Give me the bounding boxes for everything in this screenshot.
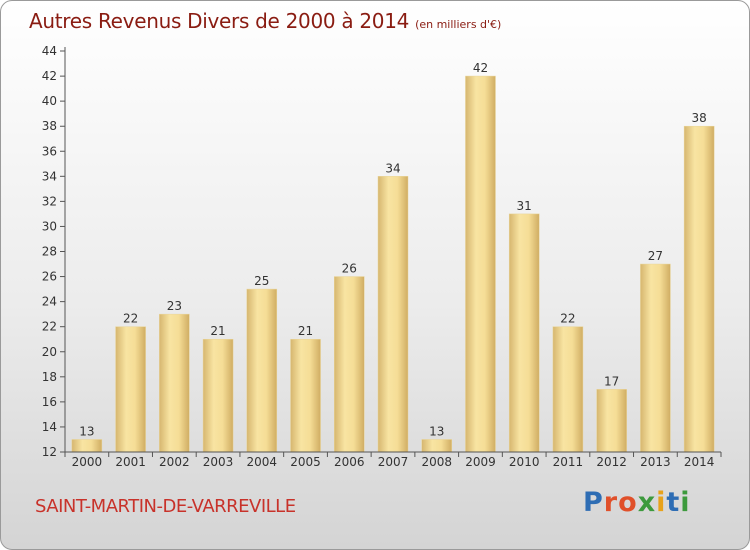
bar — [683, 125, 715, 453]
town-name: SAINT-MARTIN-DE-VARREVILLE — [35, 496, 296, 517]
bar — [290, 338, 321, 453]
logo-letter: P — [583, 487, 604, 518]
x-axis: 2000 2001 2002 2003 2004 2005 2006 2007 2008 2009… — [64, 451, 722, 469]
logo-letter: r — [603, 487, 619, 518]
bar — [202, 338, 234, 453]
y-tick-label: 16 — [42, 395, 57, 409]
bar — [71, 439, 103, 453]
y-tick-label: 18 — [42, 370, 57, 384]
x-tick-label: 2014 — [684, 455, 715, 469]
y-tick-label: 44 — [42, 44, 57, 58]
bar-value-label: 21 — [210, 324, 225, 338]
y-tick-label: 28 — [42, 245, 57, 259]
x-tick-label: 2002 — [159, 455, 190, 469]
x-tick-label: 2003 — [203, 455, 234, 469]
x-tick-label: 2009 — [465, 455, 496, 469]
bar-value-label: 38 — [691, 111, 706, 125]
bar — [246, 288, 278, 453]
logo-letter: o — [618, 487, 638, 518]
y-tick-label: 14 — [42, 420, 57, 434]
bar-value-label: 22 — [560, 312, 575, 326]
chart-title-block: Autres Revenus Divers de 2000 à 2014 (en … — [29, 9, 501, 33]
x-tick-label: 2007 — [378, 455, 409, 469]
bar — [334, 276, 365, 453]
bar-value-label: 42 — [473, 61, 488, 75]
y-tick-label: 40 — [42, 94, 57, 108]
bar-value-label: 34 — [385, 161, 400, 175]
chart-title: Autres Revenus Divers de 2000 à 2014 — [29, 9, 410, 33]
x-tick-label: 2001 — [115, 455, 146, 469]
bar-value-label: 31 — [517, 199, 532, 213]
bar — [115, 326, 146, 453]
x-tick-label: 2008 — [421, 455, 452, 469]
logo-letter: i — [680, 487, 691, 518]
bar-value-label: 22 — [123, 312, 138, 326]
x-tick-label: 2011 — [553, 455, 584, 469]
x-tick-label: 2000 — [72, 455, 103, 469]
bar — [508, 213, 540, 453]
y-tick-label: 22 — [42, 320, 57, 334]
x-tick-label: 2013 — [640, 455, 671, 469]
bar-value-label: 17 — [604, 374, 619, 388]
y-tick-label: 36 — [42, 144, 57, 158]
chart-subtitle: (en milliers d'€) — [415, 18, 502, 31]
x-tick-label: 2006 — [334, 455, 365, 469]
bar — [159, 313, 190, 453]
bar — [465, 75, 496, 453]
y-tick-label: 12 — [42, 445, 57, 459]
bar — [552, 326, 584, 453]
y-tick-label: 30 — [42, 219, 57, 233]
y-tick-label: 26 — [42, 270, 57, 284]
bar-value-label: 25 — [254, 274, 269, 288]
logo-letter: i — [656, 487, 667, 518]
y-axis: 12 14 16 18 20 22 24 26 28 30 32 34 36 38 40 42 44 — [42, 44, 66, 459]
x-tick-label: 2005 — [290, 455, 321, 469]
logo-letter: t — [666, 487, 681, 518]
y-tick-label: 34 — [42, 169, 57, 183]
y-tick-label: 24 — [42, 295, 57, 309]
bars: 13 22 23 21 25 21 26 34 13 42 31 22 17 27 38 — [71, 61, 715, 453]
bar-value-label: 13 — [79, 424, 94, 438]
bar — [377, 176, 409, 453]
y-tick-label: 32 — [42, 194, 57, 208]
bar — [640, 263, 671, 453]
bar-value-label: 13 — [429, 424, 444, 438]
x-tick-label: 2012 — [596, 455, 627, 469]
bar-value-label: 21 — [298, 324, 313, 338]
proxiti-logo: Proxiti — [583, 487, 691, 518]
bar-value-label: 27 — [648, 249, 663, 263]
bar-value-label: 26 — [342, 262, 357, 276]
y-tick-label: 38 — [42, 119, 57, 133]
y-tick-label: 42 — [42, 69, 57, 83]
x-tick-label: 2010 — [509, 455, 540, 469]
x-tick-label: 2004 — [247, 455, 278, 469]
y-tick-label: 20 — [42, 345, 57, 359]
logo-letter: x — [637, 487, 657, 518]
bar — [596, 389, 627, 453]
bar — [421, 439, 452, 453]
bar-value-label: 23 — [167, 299, 182, 313]
